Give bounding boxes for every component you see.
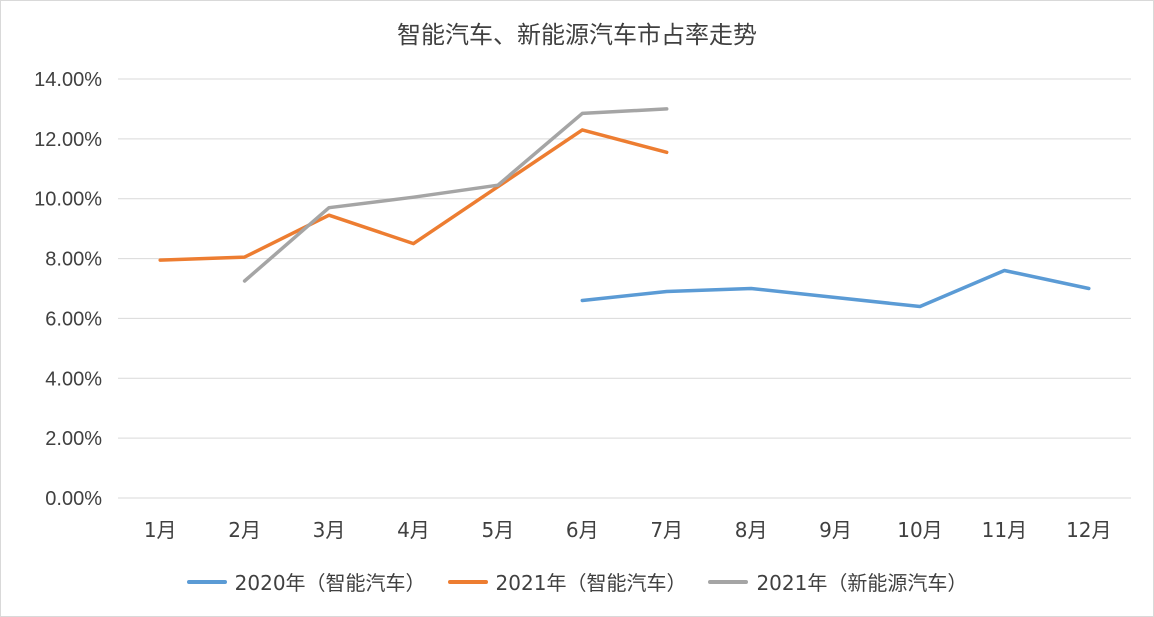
legend-label: 2020年（智能汽车） <box>234 571 426 595</box>
y-tick-label: 6.00% <box>45 308 102 330</box>
series-line-1 <box>580 268 1091 309</box>
x-tick-label: 6月 <box>566 518 599 542</box>
x-tick-label: 7月 <box>650 518 683 542</box>
x-tick-label: 8月 <box>735 518 768 542</box>
x-tick-label: 5月 <box>482 518 515 542</box>
chart-legend: 2020年（智能汽车） 2021年（智能汽车） 2021年（新能源汽车） <box>1 567 1153 596</box>
legend-label: 2021年（智能汽车） <box>495 571 687 595</box>
y-tick-label: 4.00% <box>45 368 102 390</box>
y-tick-label: 12.00% <box>34 129 102 151</box>
x-tick-label: 4月 <box>397 518 430 542</box>
x-tick-label: 10月 <box>897 518 942 542</box>
chart-title: 智能汽车、新能源汽车市占率走势 <box>397 21 757 49</box>
y-tick-label: 2.00% <box>45 428 102 450</box>
legend-swatch <box>447 579 488 584</box>
legend-swatch <box>186 579 227 584</box>
series-line-2 <box>158 128 669 262</box>
y-tick-label: 8.00% <box>45 249 102 271</box>
x-tick-label: 1月 <box>144 518 177 542</box>
legend-label: 2021年（新能源汽车） <box>756 571 968 595</box>
y-tick-label: 14.00% <box>34 69 102 91</box>
x-tick-label: 9月 <box>819 518 852 542</box>
x-tick-label: 12月 <box>1066 518 1111 542</box>
legend-item-3: 2021年（新能源汽车） <box>708 567 967 596</box>
legend-swatch <box>708 579 749 584</box>
legend-item-2: 2021年（智能汽车） <box>447 567 687 596</box>
x-tick-label: 11月 <box>982 518 1027 542</box>
y-tick-label: 0.00% <box>45 488 102 510</box>
y-tick-label: 10.00% <box>34 189 102 211</box>
series-line-3 <box>242 107 669 283</box>
legend-item-1: 2020年（智能汽车） <box>186 567 426 596</box>
x-tick-label: 2月 <box>228 518 261 542</box>
x-tick-label: 3月 <box>313 518 346 542</box>
